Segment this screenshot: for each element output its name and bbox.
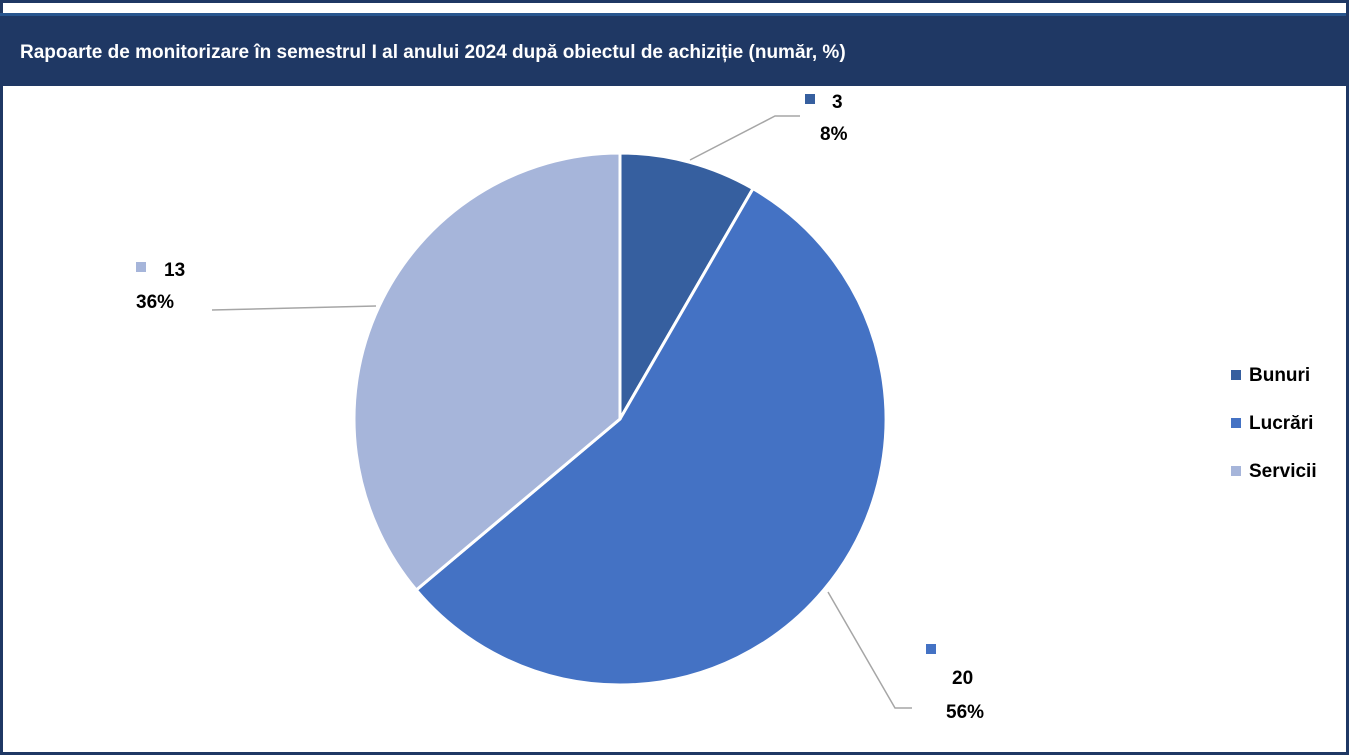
data-label-marker-servicii [136, 262, 146, 272]
pie-slices [352, 151, 888, 687]
chart-title: Rapoarte de monitorizare în semestrul I … [20, 42, 846, 63]
legend-label-servicii: Servicii [1249, 461, 1317, 482]
legend-marker-servicii [1231, 466, 1241, 476]
leader-lines [211, 115, 912, 709]
leader-line-lucrari [827, 591, 912, 709]
legend-label-bunuri: Bunuri [1249, 365, 1310, 386]
leader-line-servicii [211, 305, 377, 311]
data-label-value-bunuri: 3 [832, 92, 843, 113]
leader-line-bunuri [689, 115, 800, 161]
data-label-percent-bunuri: 8% [820, 124, 848, 145]
pie-slice-servicii [352, 151, 622, 593]
data-label-value-lucrari: 20 [952, 668, 973, 689]
data-label-percent-servicii: 36% [136, 292, 174, 313]
data-label-percent-lucrari: 56% [946, 702, 984, 723]
pie-slice-lucrari [414, 186, 888, 687]
legend: Bunuri Lucrări Servicii [1231, 365, 1317, 482]
data-labels: 3 8% 20 56% 13 36% [136, 92, 984, 723]
legend-marker-lucrari [1231, 418, 1241, 428]
legend-marker-bunuri [1231, 370, 1241, 380]
pie-slice-bunuri [618, 151, 756, 425]
legend-label-lucrari: Lucrări [1249, 413, 1313, 434]
data-label-marker-bunuri [805, 94, 815, 104]
title-bar: Rapoarte de monitorizare în semestrul I … [0, 13, 1346, 86]
data-label-value-servicii: 13 [164, 260, 185, 281]
data-label-marker-lucrari [926, 644, 936, 654]
